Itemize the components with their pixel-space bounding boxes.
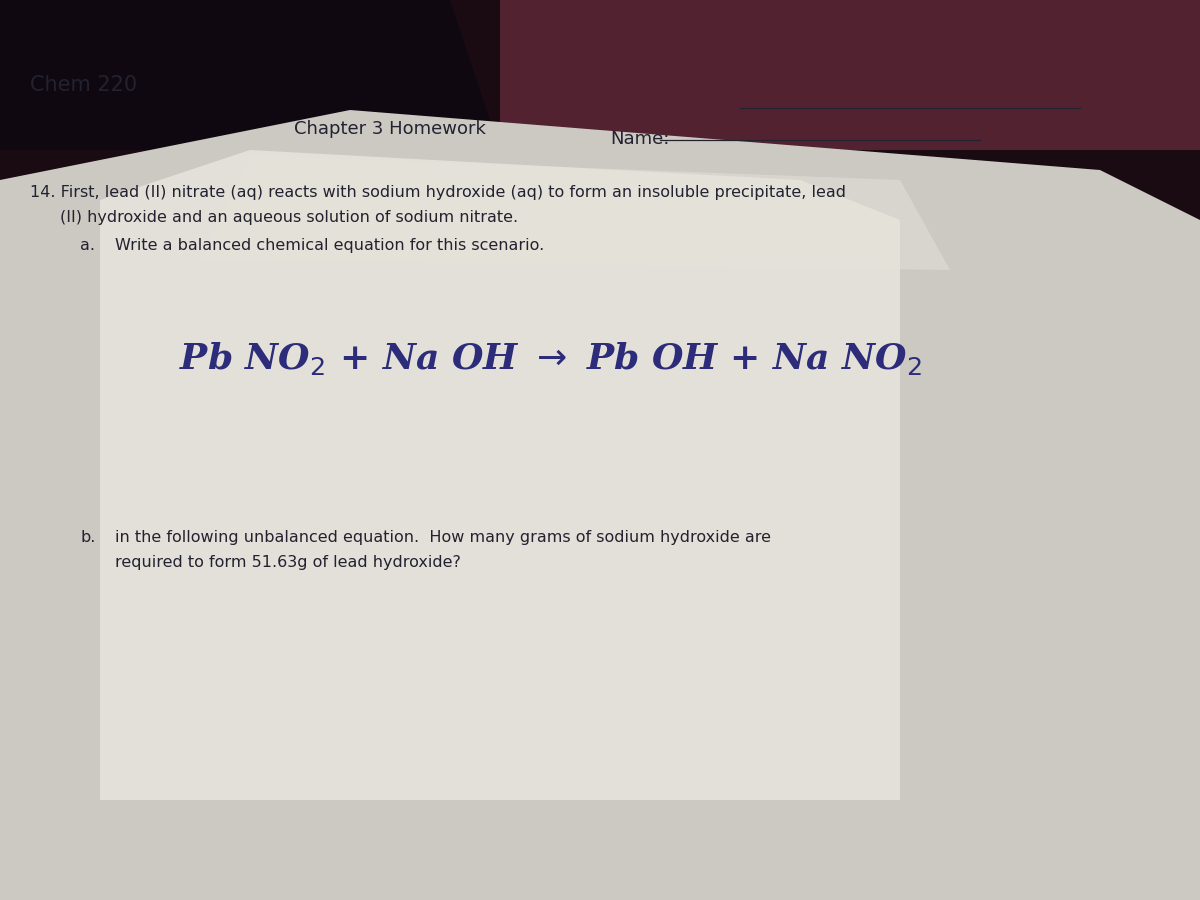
Text: Pb NO$_2$ + Na OH $\rightarrow$ Pb OH + Na NO$_2$: Pb NO$_2$ + Na OH $\rightarrow$ Pb OH + … (179, 340, 922, 377)
Text: (II) hydroxide and an aqueous solution of sodium nitrate.: (II) hydroxide and an aqueous solution o… (60, 210, 518, 225)
Polygon shape (100, 150, 900, 800)
Text: 14. First, lead (II) nitrate (aq) reacts with sodium hydroxide (aq) to form an i: 14. First, lead (II) nitrate (aq) reacts… (30, 185, 846, 200)
Text: b.: b. (80, 530, 95, 545)
Text: Write a balanced chemical equation for this scenario.: Write a balanced chemical equation for t… (115, 238, 545, 253)
Polygon shape (200, 155, 950, 270)
Text: Name:: Name: (610, 130, 670, 148)
Text: in the following unbalanced equation.  How many grams of sodium hydroxide are: in the following unbalanced equation. Ho… (115, 530, 772, 545)
Text: required to form 51.63g of lead hydroxide?: required to form 51.63g of lead hydroxid… (115, 555, 461, 570)
Text: a.: a. (80, 238, 95, 253)
Polygon shape (0, 110, 1200, 900)
Text: Chem 220: Chem 220 (30, 75, 137, 95)
Polygon shape (500, 0, 1200, 150)
Polygon shape (0, 0, 500, 150)
Text: Chapter 3 Homework: Chapter 3 Homework (294, 120, 486, 138)
